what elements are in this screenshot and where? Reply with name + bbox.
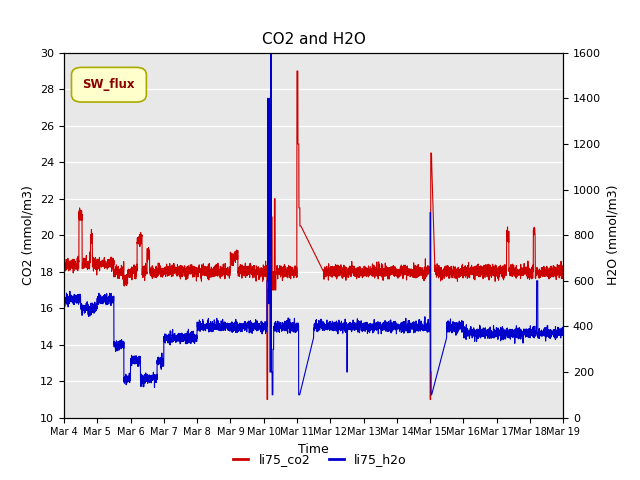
Legend: li75_co2, li75_h2o: li75_co2, li75_h2o <box>228 448 412 471</box>
Y-axis label: CO2 (mmol/m3): CO2 (mmol/m3) <box>22 185 35 285</box>
Y-axis label: H2O (mmol/m3): H2O (mmol/m3) <box>607 185 620 286</box>
X-axis label: Time: Time <box>298 443 329 456</box>
Title: CO2 and H2O: CO2 and H2O <box>262 33 365 48</box>
FancyBboxPatch shape <box>72 67 147 102</box>
Text: SW_flux: SW_flux <box>82 78 134 91</box>
